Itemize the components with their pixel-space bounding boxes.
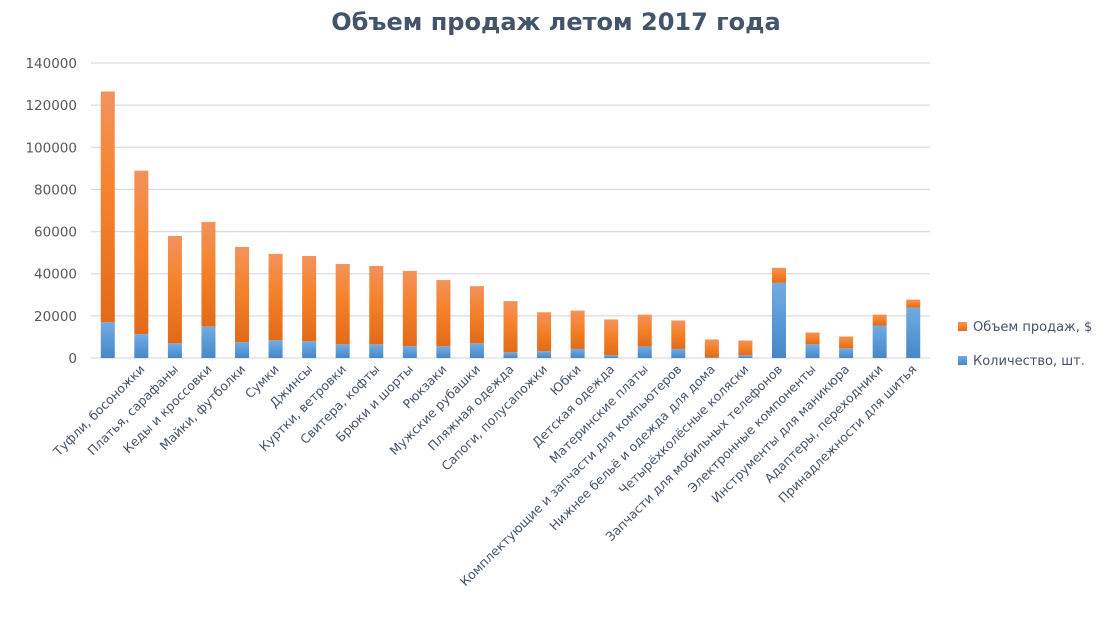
bar-segment-sales xyxy=(100,91,115,323)
bar-segment-quantity xyxy=(671,348,686,358)
bar-segment-quantity xyxy=(872,325,887,358)
bar-segment-sales xyxy=(738,340,753,356)
gridlines xyxy=(91,62,930,359)
bar-segment-quantity xyxy=(906,307,921,358)
y-axis-tick-labels: 0 20000 40000 60000 80000 100000 120000 140000 xyxy=(25,56,77,367)
bar-segment-quantity xyxy=(503,352,518,358)
bar-segment-sales xyxy=(637,314,652,347)
bar-segment-quantity xyxy=(704,357,719,358)
bar-segment-sales xyxy=(302,256,317,342)
bar-segment-sales xyxy=(369,265,384,345)
bar-segment-quantity xyxy=(738,355,753,358)
y-tick-label: 140000 xyxy=(25,56,77,72)
bar-segment-quantity xyxy=(469,343,484,358)
bar-segment-sales xyxy=(671,320,686,349)
bar-segment-quantity xyxy=(805,344,820,358)
bar-segment-sales xyxy=(201,221,216,327)
bar-segment-quantity xyxy=(134,334,149,358)
bar-segment-quantity xyxy=(436,346,451,358)
y-tick-label: 80000 xyxy=(34,182,77,198)
bar-segment-sales xyxy=(503,301,518,353)
bar-segment-sales xyxy=(167,235,182,344)
legend-swatch-sales xyxy=(958,322,967,331)
bar-segment-sales xyxy=(771,267,786,283)
legend-label-sales: Объем продаж, $ xyxy=(973,320,1092,335)
bar-segment-sales xyxy=(604,319,619,356)
bar-segment-sales xyxy=(537,312,552,352)
bar-segment-sales xyxy=(436,280,451,347)
bar-segment-sales xyxy=(235,246,250,343)
bar-segment-quantity xyxy=(268,340,283,358)
bar-segment-quantity xyxy=(167,343,182,358)
y-tick-label: 40000 xyxy=(34,267,77,283)
bar-segment-sales xyxy=(704,339,719,358)
legend-label-quantity: Количество, шт. xyxy=(973,354,1085,369)
bar-segment-sales xyxy=(906,299,921,308)
bar-segment-quantity xyxy=(235,342,250,358)
bar-segment-sales xyxy=(134,170,149,335)
bar-segment-quantity xyxy=(201,326,216,358)
bar-segment-quantity xyxy=(335,344,350,358)
bar-segment-quantity xyxy=(637,346,652,358)
bar-segment-sales xyxy=(839,336,854,349)
bar-segment-sales xyxy=(268,253,283,341)
bar-segment-quantity xyxy=(402,346,417,358)
bar-segment-sales xyxy=(469,286,484,344)
y-tick-label: 0 xyxy=(68,351,77,367)
bar-segment-sales xyxy=(570,310,585,349)
bar-segment-sales xyxy=(805,332,820,345)
bar-segment-quantity xyxy=(100,322,115,358)
bar-segment-quantity xyxy=(537,351,552,358)
bar-segment-quantity xyxy=(839,348,854,358)
y-tick-label: 100000 xyxy=(25,140,77,156)
bar-segment-quantity xyxy=(369,344,384,358)
bar-segment-sales xyxy=(402,270,417,347)
chart-title: Объем продаж летом 2017 года xyxy=(331,8,781,36)
bar-segment-sales xyxy=(335,264,350,345)
legend: Объем продаж, $ Количество, шт. xyxy=(958,320,1092,369)
bar-segment-quantity xyxy=(570,348,585,358)
bars xyxy=(100,91,921,358)
bar-segment-quantity xyxy=(604,355,619,358)
bar-segment-sales xyxy=(872,314,887,326)
bar-segment-quantity xyxy=(771,282,786,358)
y-tick-label: 120000 xyxy=(25,98,77,114)
legend-swatch-quantity xyxy=(958,356,967,365)
bar-segment-quantity xyxy=(302,341,317,358)
y-tick-label: 20000 xyxy=(34,309,77,325)
y-tick-label: 60000 xyxy=(34,225,77,241)
